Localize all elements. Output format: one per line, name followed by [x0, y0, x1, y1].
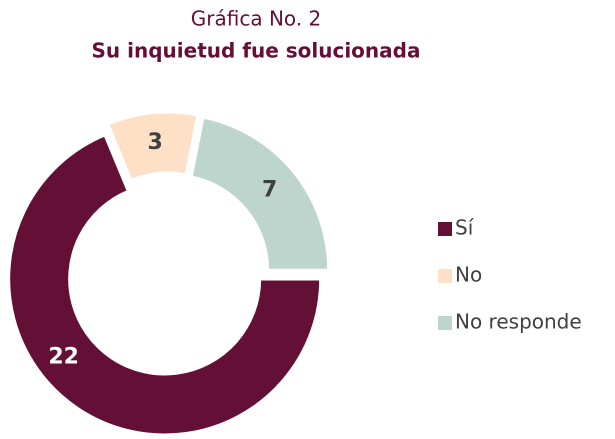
chart-subtitle: Su inquietud fue solucionada	[92, 39, 421, 63]
data-label: 3	[147, 130, 162, 155]
legend-label: Sí	[455, 216, 475, 240]
donut-slice	[7, 132, 323, 437]
legend-swatch	[438, 269, 452, 283]
chart-title: Gráfica No. 2	[191, 7, 321, 31]
donut-slice	[189, 115, 331, 272]
legend-swatch	[438, 222, 452, 236]
legend-label: No	[455, 263, 482, 287]
donut-slice	[105, 110, 200, 183]
legend-label: No responde	[455, 310, 582, 334]
legend-swatch	[438, 316, 452, 330]
data-label: 22	[48, 345, 79, 370]
data-label: 7	[262, 178, 277, 203]
